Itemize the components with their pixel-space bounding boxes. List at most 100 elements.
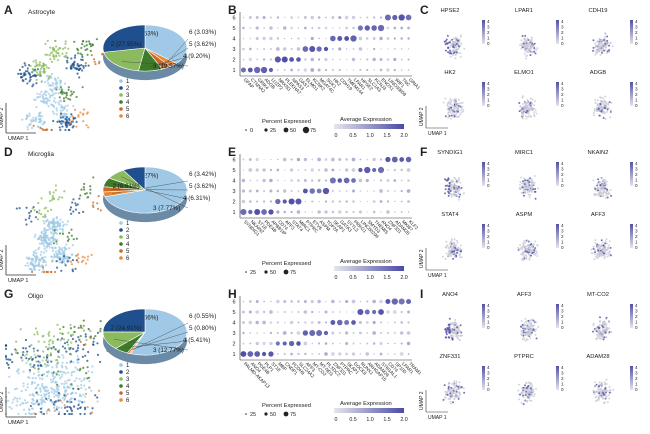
- umap-point: [50, 128, 53, 132]
- umap-point: [49, 208, 53, 211]
- umap-point: [87, 370, 90, 373]
- dot-mark: [358, 167, 363, 173]
- feature-point: [603, 322, 606, 325]
- feature-point: [602, 117, 605, 120]
- feature-point: [450, 106, 453, 109]
- umap-point: [33, 367, 36, 370]
- umap-point: [70, 341, 73, 344]
- umap-point: [43, 363, 47, 366]
- umap-point: [49, 199, 52, 203]
- feature-point: [520, 325, 523, 328]
- umap-point: [38, 113, 41, 116]
- umap-point: [16, 400, 19, 403]
- umap-point: [65, 96, 68, 99]
- panel-letter: B: [228, 3, 237, 17]
- umap-point: [28, 363, 32, 366]
- feature-point: [609, 42, 612, 45]
- feature-point: [451, 382, 454, 385]
- umap-point: [70, 90, 73, 93]
- dot-mark: [240, 351, 247, 357]
- feature-point: [600, 187, 603, 190]
- umap-point: [65, 350, 68, 353]
- umap-point: [63, 412, 66, 416]
- umap-point: [47, 396, 51, 400]
- feature-point: [594, 42, 597, 45]
- feature-tick: 0: [561, 325, 564, 330]
- dot-mark: [364, 166, 371, 174]
- feature-point: [528, 389, 531, 392]
- umap-point: [64, 391, 67, 394]
- umap-point: [89, 192, 92, 195]
- umap-point: [41, 385, 44, 389]
- dot-mark: [242, 321, 245, 324]
- feature-point: [524, 317, 527, 320]
- legend-swatch-3: [119, 93, 123, 97]
- umap-point: [32, 403, 35, 406]
- dot-mark: [338, 15, 342, 20]
- umap-point: [4, 354, 8, 358]
- feature-point: [456, 249, 459, 252]
- feature-point: [528, 393, 531, 396]
- feature-tick: 2: [487, 30, 490, 35]
- umap-point: [53, 57, 56, 61]
- dot-mark: [380, 211, 382, 213]
- umap-point: [19, 328, 22, 331]
- feature-colorbar: [556, 224, 559, 248]
- dot-mark: [290, 16, 293, 19]
- umap-point: [63, 246, 66, 249]
- umap-point: [42, 69, 45, 73]
- dot-mark: [379, 16, 383, 19]
- umap-point: [45, 386, 49, 389]
- feature-umap2-label: UMAP 2: [419, 249, 425, 268]
- dot-mark: [331, 210, 335, 214]
- feature-point: [611, 45, 614, 48]
- umap-point: [60, 406, 63, 409]
- feature-point: [592, 324, 595, 327]
- feature-point: [528, 396, 531, 399]
- feature-point: [531, 98, 534, 101]
- dot-mark: [339, 27, 341, 29]
- dot-mark: [345, 26, 348, 30]
- umap-point: [20, 356, 23, 359]
- umap-point: [47, 394, 51, 397]
- dot-mark: [366, 158, 369, 161]
- umap-point: [41, 382, 44, 386]
- umap-point: [65, 382, 68, 385]
- umap-point: [57, 394, 61, 397]
- feature-point: [602, 338, 605, 341]
- feature-point: [529, 97, 532, 100]
- dot-mark: [297, 300, 300, 303]
- feature-point: [455, 102, 458, 105]
- umap-point: [51, 366, 54, 369]
- umap-point: [55, 373, 58, 376]
- umap-point: [65, 389, 68, 392]
- umap-point: [61, 220, 64, 224]
- feature-point: [518, 110, 521, 113]
- umap-point: [61, 345, 65, 348]
- feature-tick: 3: [635, 87, 638, 92]
- feature-point: [603, 49, 606, 52]
- umap-point: [55, 405, 58, 408]
- umap-point: [42, 215, 45, 218]
- dot-mark: [345, 158, 348, 161]
- umap-point: [64, 257, 67, 260]
- feature-point: [596, 254, 599, 257]
- umap-point: [55, 266, 59, 269]
- umap-point: [39, 126, 42, 130]
- dot-mark: [366, 331, 369, 335]
- umap-point: [31, 118, 34, 122]
- dot-mark: [256, 179, 259, 182]
- feature-point: [443, 384, 446, 387]
- feature-point: [531, 102, 534, 105]
- umap-point: [52, 392, 56, 395]
- umap-point: [58, 232, 62, 235]
- umap-point: [55, 364, 58, 367]
- dot-mark: [282, 47, 287, 51]
- umap-point: [58, 126, 61, 129]
- dot-mark: [379, 179, 383, 182]
- feature-colorbar: [630, 224, 633, 248]
- feature-point: [606, 401, 609, 404]
- dot-mark: [303, 179, 307, 182]
- feature-point: [459, 250, 462, 253]
